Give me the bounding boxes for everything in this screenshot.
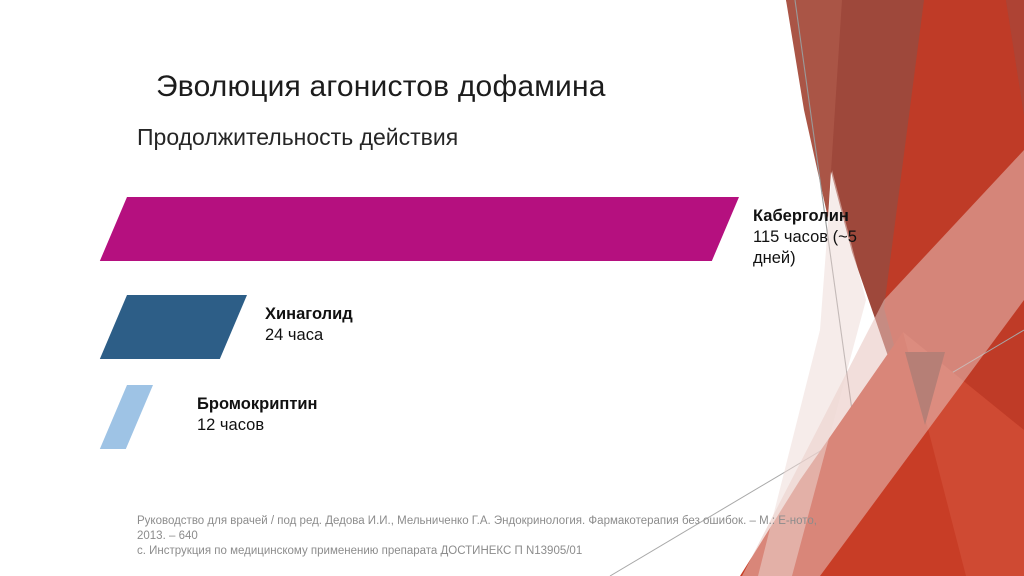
duration-value: 115 часов (~5 дней) <box>753 228 857 267</box>
duration-chart: Каберголин 115 часов (~5 дней) Хинаголид 24… <box>99 197 891 475</box>
footer-line-1: Руководство для врачей / под ред. Дедова… <box>137 515 817 542</box>
page-title: Эволюция агонистов дофамина <box>156 70 606 103</box>
bar-label: Бромокриптин 12 часов <box>197 385 377 436</box>
drug-name: Хинаголид <box>265 305 353 323</box>
footer-citation: Руководство для врачей / под ред. Дедова… <box>137 514 827 559</box>
duration-value: 24 часа <box>265 326 324 344</box>
drug-name: Бромокриптин <box>197 395 318 413</box>
duration-value: 12 часов <box>197 416 265 434</box>
bar-row: Бромокриптин 12 часов <box>99 385 891 449</box>
duration-bar-3 <box>99 385 153 449</box>
chart-subtitle: Продолжительность действия <box>137 124 459 150</box>
footer-line-2: с. Инструкция по медицинскому применению… <box>137 545 583 557</box>
duration-bar-1 <box>99 197 739 261</box>
deco-light-wedge <box>786 0 842 218</box>
bar-label: Хинаголид 24 часа <box>265 295 435 346</box>
deco-pale-overlay-2 <box>758 170 866 576</box>
duration-bar-2 <box>99 295 247 359</box>
deco-corner-shade <box>1006 0 1024 115</box>
bar-label: Каберголин 115 часов (~5 дней) <box>753 197 891 269</box>
drug-name: Каберголин <box>753 207 849 225</box>
bar-row: Хинаголид 24 часа <box>99 295 891 359</box>
bar-row: Каберголин 115 часов (~5 дней) <box>99 197 891 269</box>
